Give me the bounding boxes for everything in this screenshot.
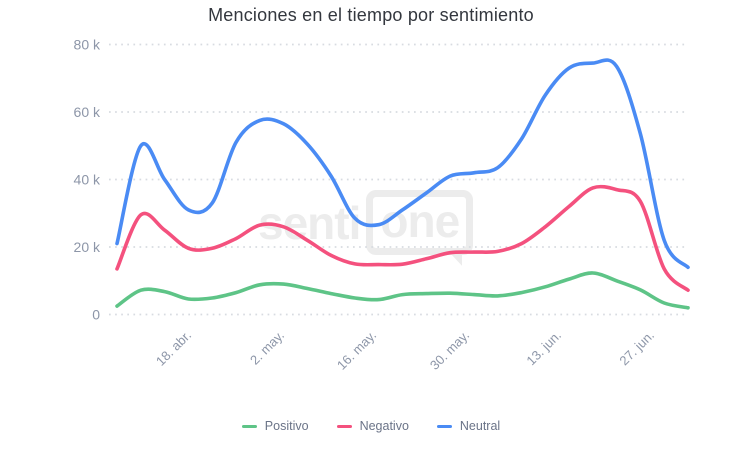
watermark-text-senti: senti: [258, 196, 361, 249]
neutral-line-swatch: [436, 424, 452, 428]
y-tick-0: 0: [92, 307, 100, 323]
x-tick-27jun: 27. jun.: [616, 328, 657, 369]
legend-label-positivo: Positivo: [264, 419, 309, 433]
legend-label-negativo: Negativo: [359, 419, 409, 433]
watermark-sentione: senti one: [258, 190, 474, 255]
x-tick-13jun: 13. jun.: [523, 328, 564, 369]
series-line-negativo: [115, 184, 690, 292]
legend: Positivo Negativo Neutral: [0, 419, 742, 433]
x-tick-16may: 16. may.: [334, 328, 379, 373]
series-line-positivo: [115, 271, 690, 310]
y-tick-20k: 20 k: [74, 239, 101, 255]
legend-label-neutral: Neutral: [459, 419, 501, 433]
x-tick-30may: 30. may.: [427, 328, 472, 373]
legend-item-negativo[interactable]: Negativo: [336, 419, 409, 433]
watermark-box-one: one: [366, 190, 474, 255]
negativo-line-swatch: [336, 424, 352, 428]
series-line-neutral: [115, 58, 690, 270]
x-axis-labels: 18. abr. 2. may. 16. may. 30. may. 13. j…: [153, 328, 657, 373]
legend-item-neutral[interactable]: Neutral: [436, 419, 501, 433]
gridlines: [109, 43, 688, 316]
y-tick-80k: 80 k: [74, 37, 101, 53]
legend-item-positivo[interactable]: Positivo: [241, 419, 309, 433]
y-tick-40k: 40 k: [74, 172, 101, 188]
y-tick-60k: 60 k: [74, 104, 101, 120]
y-axis-labels: 80 k 60 k 40 k 20 k 0: [74, 37, 101, 323]
x-tick-2may: 2. may.: [247, 328, 287, 368]
series-lines: [115, 58, 690, 310]
chart-title: Menciones en el tiempo por sentimiento: [208, 5, 534, 25]
positivo-line-swatch: [241, 424, 257, 428]
x-tick-18abr: 18. abr.: [153, 328, 194, 369]
